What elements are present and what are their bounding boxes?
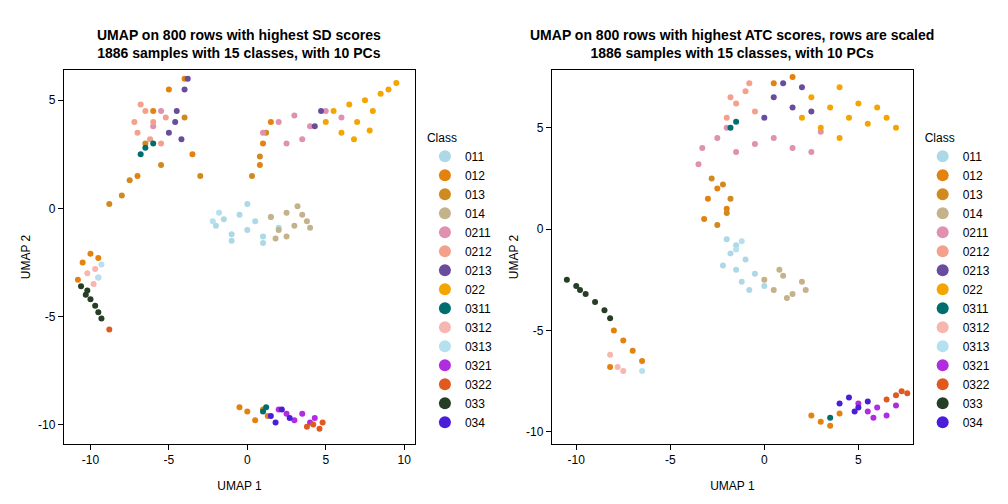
svg-text:0: 0	[761, 453, 768, 467]
svg-text:022: 022	[465, 283, 485, 297]
svg-text:10: 10	[398, 453, 412, 467]
svg-text:UMAP 1: UMAP 1	[217, 479, 262, 493]
svg-text:5: 5	[322, 453, 329, 467]
svg-text:012: 012	[465, 169, 485, 183]
svg-text:0212: 0212	[963, 245, 990, 259]
svg-text:5: 5	[855, 453, 862, 467]
svg-text:UMAP 2: UMAP 2	[19, 234, 33, 279]
svg-text:0: 0	[537, 222, 544, 236]
svg-text:0212: 0212	[465, 245, 492, 259]
svg-text:UMAP on 800 rows with highest: UMAP on 800 rows with highest ATC scores…	[530, 27, 934, 61]
svg-text:013: 013	[465, 188, 485, 202]
svg-text:-5: -5	[164, 453, 175, 467]
svg-text:0311: 0311	[465, 302, 491, 316]
svg-text:0211: 0211	[963, 226, 989, 240]
svg-text:034: 034	[963, 416, 983, 430]
svg-text:013: 013	[963, 188, 983, 202]
svg-text:0313: 0313	[465, 340, 492, 354]
svg-text:034: 034	[465, 416, 485, 430]
svg-text:0312: 0312	[465, 321, 492, 335]
svg-text:-10: -10	[38, 418, 56, 432]
svg-text:5: 5	[537, 121, 544, 135]
svg-text:0211: 0211	[465, 226, 491, 240]
svg-text:-10: -10	[82, 453, 100, 467]
svg-text:UMAP on 800 rows with highest: UMAP on 800 rows with highest SD scores1…	[97, 27, 381, 61]
svg-text:033: 033	[465, 397, 485, 411]
svg-text:Class: Class	[925, 131, 955, 145]
svg-text:0321: 0321	[465, 359, 492, 373]
svg-text:-10: -10	[526, 425, 544, 439]
svg-text:033: 033	[963, 397, 983, 411]
svg-text:011: 011	[465, 150, 484, 164]
svg-text:-10: -10	[568, 453, 586, 467]
svg-text:0: 0	[49, 202, 56, 216]
svg-text:0312: 0312	[963, 321, 990, 335]
svg-text:0213: 0213	[963, 264, 990, 278]
svg-text:-5: -5	[665, 453, 676, 467]
svg-text:UMAP 2: UMAP 2	[507, 234, 521, 279]
svg-text:022: 022	[963, 283, 983, 297]
svg-text:012: 012	[963, 169, 983, 183]
svg-text:5: 5	[49, 93, 56, 107]
svg-text:0311: 0311	[963, 302, 989, 316]
svg-text:-5: -5	[533, 324, 544, 338]
svg-text:014: 014	[465, 207, 485, 221]
svg-text:0322: 0322	[963, 378, 990, 392]
svg-text:0322: 0322	[465, 378, 492, 392]
svg-text:Class: Class	[427, 131, 457, 145]
svg-text:0: 0	[244, 453, 251, 467]
svg-text:0313: 0313	[963, 340, 990, 354]
svg-text:014: 014	[963, 207, 983, 221]
svg-text:0213: 0213	[465, 264, 492, 278]
svg-text:-5: -5	[45, 310, 56, 324]
svg-text:0321: 0321	[963, 359, 990, 373]
svg-text:011: 011	[963, 150, 982, 164]
svg-text:UMAP 1: UMAP 1	[710, 479, 755, 493]
